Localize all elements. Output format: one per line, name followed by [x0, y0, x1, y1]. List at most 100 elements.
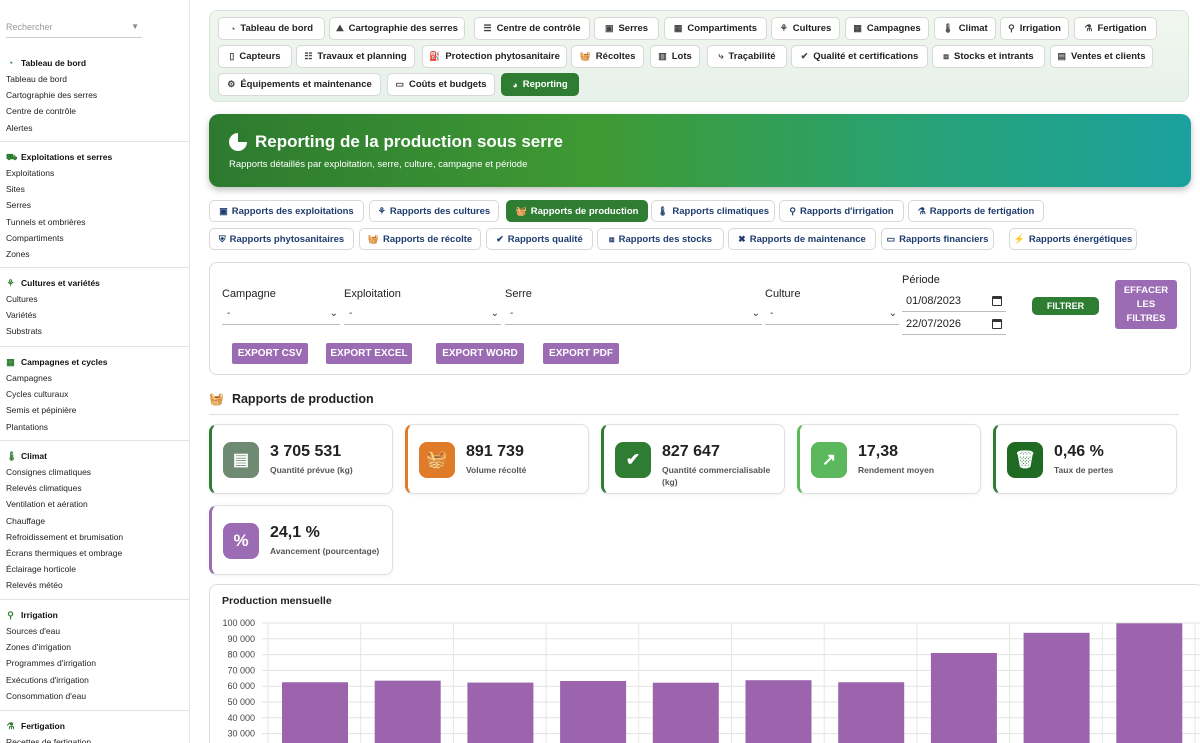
chart-bar[interactable]: [838, 682, 905, 743]
sidebar-item-centre-de-controle[interactable]: Centre de contrôle: [6, 106, 76, 117]
sidebar-item-ecrans-thermiques-et-ombrage[interactable]: Écrans thermiques et ombrage: [6, 547, 123, 558]
report-tab-rapports-phytosanitaires[interactable]: ⛨ Rapports phytosanitaires: [209, 228, 354, 250]
culture-select[interactable]: - ⌄: [765, 305, 899, 325]
sidebar-item-recettes-de-fertigation[interactable]: Recettes de fertigation: [6, 737, 92, 743]
nav-stocks-et-intrants[interactable]: ⧈ Stocks et intrants: [932, 45, 1045, 68]
report-tab-rapports-des-cultures[interactable]: ⚘ Rapports des cultures: [369, 200, 499, 222]
clipboard-icon: ▤: [223, 442, 259, 478]
sidebar-item-zones[interactable]: Zones: [6, 248, 30, 259]
sidebar-item-campagnes[interactable]: Campagnes: [6, 373, 52, 383]
serre-select[interactable]: - ⌄: [505, 305, 762, 325]
sidebar-section-title[interactable]: ⛟ Exploitations et serres: [0, 149, 189, 165]
chart-bar[interactable]: [374, 680, 441, 743]
report-tab-rapports-des-stocks[interactable]: ⧈ Rapports des stocks: [597, 228, 724, 250]
sidebar-item-sources-d-eau[interactable]: Sources d'eau: [6, 626, 61, 636]
nav-centre-de-controle[interactable]: ☰ Centre de contrôle: [474, 17, 590, 40]
nav-reporting[interactable]: ◕ Reporting: [501, 73, 579, 96]
chart-bar[interactable]: [745, 680, 812, 743]
nav-climat[interactable]: 🌡 Climat: [934, 17, 996, 40]
chart-bar[interactable]: [1023, 632, 1090, 743]
nav-protection-phytosanitaire[interactable]: ⛽ Protection phytosanitaire: [422, 45, 567, 68]
sidebar-item-releves-meteo[interactable]: Relevés météo: [6, 580, 63, 591]
sidebar-item-eclairage-horticole[interactable]: Éclairage horticole: [6, 564, 76, 575]
report-tab-rapports-de-maintenance[interactable]: ✖ Rapports de maintenance: [728, 228, 876, 250]
sidebar-item-sites[interactable]: Sites: [6, 184, 25, 195]
report-tab-rapports-financiers[interactable]: ▭ Rapports financiers: [881, 228, 994, 250]
export-csv-button[interactable]: EXPORT CSV: [232, 343, 308, 364]
nav-recoltes[interactable]: 🧺 Récoltes: [571, 45, 644, 68]
export-pdf-button[interactable]: EXPORT PDF: [543, 343, 619, 364]
nav-capteurs[interactable]: ▯ Capteurs: [218, 45, 292, 68]
export-excel-button[interactable]: EXPORT EXCEL: [326, 343, 412, 364]
nav-ventes-et-clients[interactable]: ▤ Ventes et clients: [1050, 45, 1153, 68]
sidebar-item-serres[interactable]: Serres: [6, 200, 32, 211]
nav-tracabilite[interactable]: ⤷ Traçabilité: [707, 45, 787, 68]
nav-couts-et-budgets[interactable]: ▭ Coûts et budgets: [387, 73, 495, 96]
sidebar-item-alertes[interactable]: Alertes: [6, 122, 33, 133]
sidebar-item-exploitations[interactable]: Exploitations: [6, 168, 55, 178]
chart-bar[interactable]: [560, 680, 627, 743]
sidebar-item-substrats[interactable]: Substrats: [6, 326, 42, 337]
nav-compartiments[interactable]: ▦ Compartiments: [664, 17, 767, 40]
nav-cultures[interactable]: ⚘ Cultures: [771, 17, 840, 40]
kpi-label: Taux de pertes: [1054, 465, 1114, 475]
sidebar-item-zones-d-irrigation[interactable]: Zones d'irrigation: [6, 642, 71, 653]
nav-lots[interactable]: ▥ Lots: [650, 45, 700, 68]
nav-campagnes[interactable]: ▦ Campagnes: [845, 17, 929, 40]
report-tab-rapports-energetiques[interactable]: ⚡ Rapports énergétiques: [1009, 228, 1137, 250]
nav-serres[interactable]: ▣ Serres: [594, 17, 659, 40]
chart-bar[interactable]: [282, 682, 348, 743]
sidebar-item-tableau-de-bord[interactable]: Tableau de bord: [6, 74, 67, 84]
calendar-icon[interactable]: [992, 296, 1002, 306]
sidebar-item-executions-d-irrigation[interactable]: Exécutions d'irrigation: [6, 674, 89, 685]
nav-qualite-et-certifications[interactable]: ✔ Qualité et certifications: [791, 45, 928, 68]
periode-start-input[interactable]: 01/08/2023: [902, 292, 1006, 312]
report-tab-rapports-des-exploitations[interactable]: ▣ Rapports des exploitations: [209, 200, 364, 222]
report-tab-rapports-de-recolte[interactable]: 🧺 Rapports de récolte: [359, 228, 481, 250]
sidebar-section-title[interactable]: ▦ Campagnes et cycles: [0, 354, 189, 370]
sidebar-item-compartiments[interactable]: Compartiments: [6, 232, 64, 243]
periode-end-input[interactable]: 22/07/2026: [902, 315, 1006, 335]
calendar-icon[interactable]: [992, 319, 1002, 329]
sidebar-section-title[interactable]: ⚲ Irrigation: [0, 607, 189, 623]
report-tab-rapports-climatiques[interactable]: 🌡 Rapports climatiques: [651, 200, 775, 222]
export-word-button[interactable]: EXPORT WORD: [436, 343, 524, 364]
sidebar-item-cycles-culturaux[interactable]: Cycles culturaux: [6, 389, 69, 400]
nav-travaux-et-planning[interactable]: ☷ Travaux et planning: [296, 45, 415, 68]
report-tab-rapports-de-fertigation[interactable]: ⚗ Rapports de fertigation: [908, 200, 1044, 222]
clear-filters-button[interactable]: EFFACER LES FILTRES: [1115, 280, 1177, 329]
chart-bar[interactable]: [467, 682, 534, 743]
chart-bar[interactable]: [1116, 623, 1183, 743]
sidebar-item-chauffage[interactable]: Chauffage: [6, 515, 46, 526]
exploitation-select[interactable]: - ⌄: [344, 305, 501, 325]
sidebar-item-semis-et-pepiniere[interactable]: Semis et pépinière: [6, 405, 77, 416]
sidebar-item-plantations[interactable]: Plantations: [6, 421, 49, 432]
sidebar-item-refroidissement-et-brumisation[interactable]: Refroidissement et brumisation: [6, 531, 124, 542]
sidebar-item-releves-climatiques[interactable]: Relevés climatiques: [6, 483, 82, 494]
sidebar-search-select[interactable]: Rechercher ▼: [6, 18, 142, 38]
sidebar-section-title[interactable]: ⚘ Cultures et variétés: [0, 275, 189, 291]
chart-bar[interactable]: [652, 682, 719, 743]
nav-fertigation[interactable]: ⚗ Fertigation: [1074, 17, 1157, 40]
sidebar-item-consommation-d-eau[interactable]: Consommation d'eau: [6, 690, 87, 701]
sidebar-item-cartographie-des-serres[interactable]: Cartographie des serres: [6, 90, 98, 101]
report-tab-rapports-qualite[interactable]: ✔ Rapports qualité: [486, 228, 593, 250]
report-tab-rapports-d-irrigation[interactable]: ⚲ Rapports d'irrigation: [779, 200, 904, 222]
nav-irrigation[interactable]: ⚲ Irrigation: [1000, 17, 1069, 40]
report-tab-rapports-de-production[interactable]: 🧺 Rapports de production: [506, 200, 648, 222]
nav-tableau-de-bord[interactable]: ◔ Tableau de bord: [218, 17, 325, 40]
nav-equipements-et-maintenance[interactable]: ⚙ Équipements et maintenance: [218, 73, 381, 96]
sidebar-item-ventilation-et-aeration[interactable]: Ventilation et aération: [6, 499, 88, 510]
sidebar-item-varietes[interactable]: Variétés: [6, 310, 37, 321]
chart-bar[interactable]: [930, 653, 997, 743]
sidebar-item-programmes-d-irrigation[interactable]: Programmes d'irrigation: [6, 658, 96, 669]
sidebar-item-consignes-climatiques[interactable]: Consignes climatiques: [6, 467, 92, 477]
nav-cartographie-des-serres[interactable]: ⛰ Cartographie des serres: [329, 17, 465, 40]
campagne-select[interactable]: - ⌄: [222, 305, 340, 325]
sidebar-item-tunnels-et-ombrieres[interactable]: Tunnels et ombrières: [6, 216, 86, 227]
filter-button[interactable]: FILTRER: [1032, 297, 1099, 315]
sidebar-section-title[interactable]: ⚗ Fertigation: [0, 718, 189, 734]
sidebar-item-cultures[interactable]: Cultures: [6, 294, 38, 304]
sidebar-section-title[interactable]: ◔ Tableau de bord: [0, 55, 189, 71]
sidebar-section-title[interactable]: 🌡 Climat: [0, 448, 189, 464]
